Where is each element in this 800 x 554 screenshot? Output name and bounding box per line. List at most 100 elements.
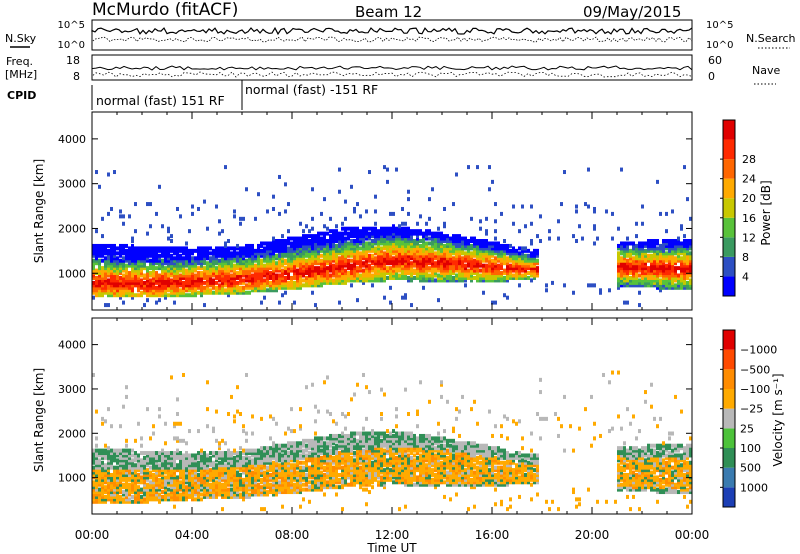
range-cell — [230, 470, 233, 475]
range-cell — [482, 246, 485, 251]
range-cell — [182, 293, 185, 298]
range-cell — [152, 253, 155, 258]
range-cell — [113, 271, 116, 276]
range-cell — [185, 472, 188, 477]
range-cell — [203, 472, 206, 477]
range-cell — [116, 448, 119, 453]
range-cell — [119, 278, 122, 283]
range-cell — [497, 268, 500, 273]
range-cell — [539, 239, 542, 244]
range-cell — [581, 236, 584, 241]
range-cell — [98, 492, 101, 497]
range-cell — [110, 278, 113, 283]
range-cell — [281, 480, 284, 485]
range-cell — [182, 248, 185, 253]
range-cell — [317, 273, 320, 278]
range-cell — [293, 475, 296, 480]
range-cell — [626, 271, 629, 276]
range-cell — [266, 248, 269, 253]
range-cell — [329, 278, 332, 283]
range-cell — [233, 485, 236, 490]
range-cell — [299, 243, 302, 248]
range-cell — [224, 494, 227, 499]
range-cell — [635, 246, 638, 251]
range-cell — [635, 275, 638, 280]
range-cell — [236, 455, 239, 460]
range-cell — [218, 275, 221, 280]
range-cell — [212, 266, 215, 271]
range-cell — [410, 246, 413, 251]
range-cell — [110, 499, 113, 504]
range-cell — [275, 490, 278, 495]
range-cell — [143, 275, 146, 280]
range-cell — [248, 258, 251, 263]
range-cell — [302, 266, 305, 271]
range-cell — [293, 451, 296, 456]
range-cell — [158, 477, 161, 482]
range-cell — [191, 470, 194, 475]
range-cell — [299, 485, 302, 490]
range-cell — [197, 455, 200, 460]
range-cell — [167, 465, 170, 470]
range-cell — [635, 234, 638, 239]
range-cell — [377, 256, 380, 261]
range-cell — [167, 273, 170, 278]
range-cell — [203, 256, 206, 261]
range-cell — [98, 258, 101, 263]
range-cell — [125, 285, 128, 290]
range-cell — [167, 275, 170, 280]
range-cell — [311, 460, 314, 465]
range-cell — [611, 211, 614, 216]
range-cell — [437, 236, 440, 241]
range-cell — [470, 263, 473, 268]
range-cell — [311, 271, 314, 276]
range-cell — [494, 278, 497, 283]
range-cell — [152, 248, 155, 253]
colorbar-segment — [723, 159, 735, 179]
range-cell — [161, 258, 164, 263]
range-cell — [650, 258, 653, 263]
range-cell — [440, 248, 443, 253]
range-cell — [617, 258, 620, 263]
range-cell — [134, 455, 137, 460]
range-cell — [311, 455, 314, 460]
range-cell — [245, 290, 248, 295]
range-cell — [167, 492, 170, 497]
range-cell — [401, 266, 404, 271]
range-cell — [125, 385, 128, 390]
range-cell — [155, 266, 158, 271]
range-cell — [311, 472, 314, 477]
range-cell — [95, 261, 98, 266]
range-cell — [443, 258, 446, 263]
range-cell — [356, 239, 359, 244]
range-cell — [503, 248, 506, 253]
range-cell — [305, 224, 308, 229]
range-cell — [119, 266, 122, 271]
range-cell — [389, 285, 392, 290]
range-cell — [245, 472, 248, 477]
range-cell — [296, 482, 299, 487]
range-cell — [245, 431, 248, 436]
range-cell — [140, 278, 143, 283]
range-cell — [290, 266, 293, 271]
range-cell — [161, 472, 164, 477]
range-cell — [344, 248, 347, 253]
range-cell — [464, 263, 467, 268]
range-cell — [125, 283, 128, 288]
range-cell — [143, 490, 146, 495]
range-cell — [143, 487, 146, 492]
range-cell — [674, 283, 677, 288]
range-cell — [341, 243, 344, 248]
range-cell — [110, 487, 113, 492]
range-cell — [170, 458, 173, 463]
range-cell — [671, 271, 674, 276]
range-cell — [107, 273, 110, 278]
range-cell — [287, 485, 290, 490]
range-cell — [311, 446, 314, 451]
range-cell — [452, 261, 455, 266]
range-cell — [494, 271, 497, 276]
range-cell — [305, 261, 308, 266]
range-cell — [437, 266, 440, 271]
range-cell — [173, 451, 176, 456]
range-cell — [176, 482, 179, 487]
